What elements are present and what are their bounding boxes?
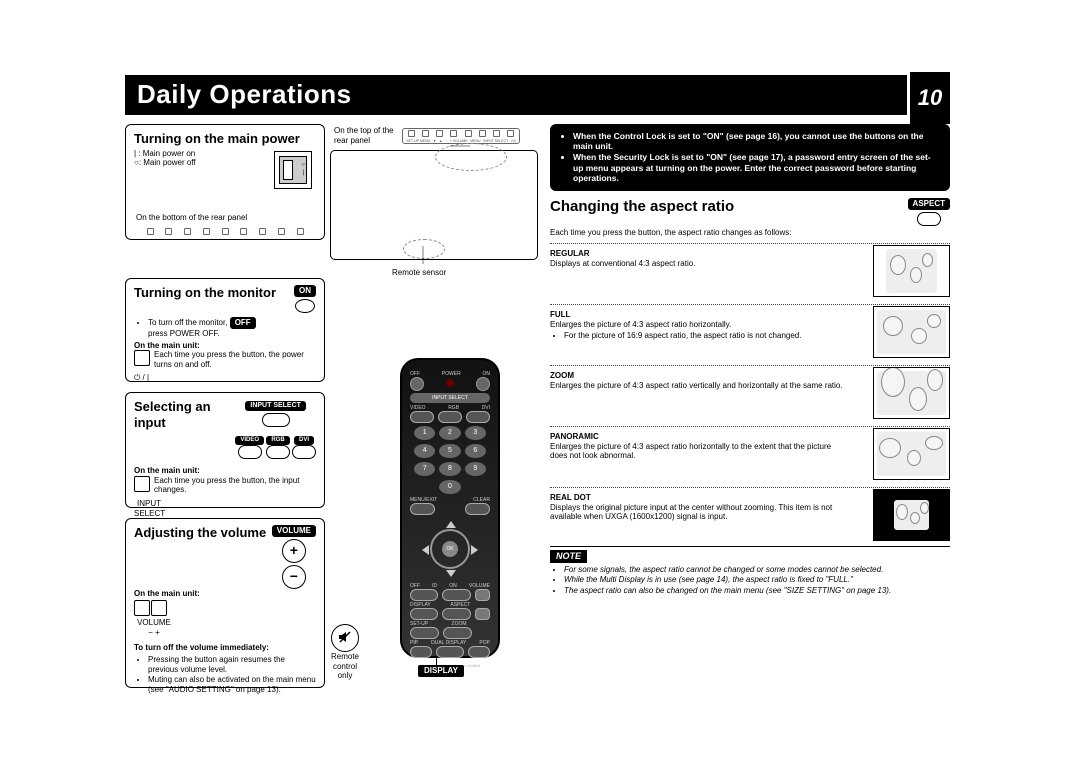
monitor-on-title: Turning on the monitor xyxy=(134,285,276,301)
aspect-note-1: For some signals, the aspect ratio canno… xyxy=(564,565,950,575)
input-select-oval xyxy=(262,413,290,427)
aspect-note-2: While the Multi Display is in use (see p… xyxy=(564,575,950,585)
volume-title: Adjusting the volume xyxy=(134,525,266,541)
warning-line-2: When the Security Lock is set to "ON" (s… xyxy=(573,152,931,182)
volume-immediate-label: To turn off the volume immediately: xyxy=(134,643,316,653)
display-label: DISPLAY xyxy=(418,665,464,677)
page-number-box: 10 xyxy=(907,69,950,127)
off-pill: OFF xyxy=(230,317,256,329)
aspect-zoom-preview xyxy=(873,367,950,419)
monitor-diagram: SET-UP MENU▼▲−+ VOLUMEMENUINPUT SELECT⏻/… xyxy=(330,128,538,260)
power-symbol: ⏻ / | xyxy=(134,373,316,383)
header-title: Daily Operations xyxy=(137,79,352,110)
on-main-unit-label: On the main unit: xyxy=(134,341,316,351)
volume-plus-icon: + xyxy=(282,539,306,563)
aspect-note-3: The aspect ratio can also be changed on … xyxy=(564,586,950,596)
aspect-intro: Each time you press the button, the aspe… xyxy=(550,228,950,238)
input-select-caption: INPUT SELECT xyxy=(134,499,164,518)
page-number: 10 xyxy=(918,85,942,111)
aspect-zoom-t: Enlarges the picture of 4:3 aspect ratio… xyxy=(550,381,850,391)
aspect-full-t: Enlarges the picture of 4:3 aspect ratio… xyxy=(550,320,850,330)
section-aspect: Changing the aspect ratio ASPECT Each ti… xyxy=(550,198,950,598)
aspect-regular-preview xyxy=(873,245,950,297)
aspect-pan-t: Enlarges the picture of 4:3 aspect ratio… xyxy=(550,442,850,461)
warning-line-1: When the Control Lock is set to "ON" (se… xyxy=(573,131,923,151)
section-monitor-on: Turning on the monitor ON To turn off th… xyxy=(125,278,325,382)
volume-note-1: Pressing the button again resumes the pr… xyxy=(148,655,316,674)
volume-label: VOLUME xyxy=(272,525,316,537)
input-title: Selecting an input xyxy=(134,399,214,460)
main-unit-button-icon xyxy=(134,350,150,366)
volume-caption: VOLUME xyxy=(134,618,174,628)
volume-plusminus: − + xyxy=(134,628,174,638)
aspect-button-label: ASPECT xyxy=(908,198,950,210)
warning-box: When the Control Lock is set to "ON" (se… xyxy=(550,124,950,191)
aspect-realdot-preview xyxy=(873,489,950,541)
input-select-button-label: INPUT SELECT xyxy=(245,401,306,411)
monitor-main-unit-text: Each time you press the button, the powe… xyxy=(154,350,316,369)
note-label: NOTE xyxy=(550,550,587,563)
aspect-title: Changing the aspect ratio xyxy=(550,198,734,216)
volume-main-unit-label: On the main unit: xyxy=(134,589,316,599)
mute-icon xyxy=(331,624,359,652)
remote-only-label: Remote control only xyxy=(328,652,362,681)
aspect-button-icon xyxy=(917,212,941,226)
volume-note-2: Muting can also be activated on the main… xyxy=(148,675,316,694)
section-main-power: Turning on the main power | : Main power… xyxy=(125,124,325,240)
input-main-unit-label: On the main unit: xyxy=(134,466,316,476)
aspect-pan-preview xyxy=(873,428,950,480)
remote-sensor-label: Remote sensor xyxy=(392,268,446,278)
aspect-regular-t: Displays at conventional 4:3 aspect rati… xyxy=(550,259,850,269)
page-header: Daily Operations 10 xyxy=(125,75,950,115)
monitor-outline xyxy=(330,150,538,260)
power-switch-icon: ○ | xyxy=(274,151,312,189)
section-input: Selecting an input INPUT SELECT VIDEO RG… xyxy=(125,392,325,508)
on-button-label: ON xyxy=(294,285,316,297)
aspect-realdot-t: Displays the original picture input at t… xyxy=(550,503,850,522)
input-main-unit-text: Each time you press the button, the inpu… xyxy=(154,476,316,495)
bottom-panel-caption: On the bottom of the rear panel xyxy=(136,213,247,223)
aspect-full-b1: For the picture of 16:9 aspect ratio, th… xyxy=(564,331,864,341)
section-volume: Adjusting the volume VOLUME + − On the m… xyxy=(125,518,325,688)
remote-control: OFFPOWERON INPUT SELECT VIDEORGBDVI 123 … xyxy=(400,358,500,658)
main-power-title: Turning on the main power xyxy=(134,131,316,147)
volume-minus-icon: − xyxy=(282,565,306,589)
monitor-off-note: To turn off the monitor, OFF press POWER… xyxy=(148,317,316,338)
aspect-full-preview xyxy=(873,306,950,358)
